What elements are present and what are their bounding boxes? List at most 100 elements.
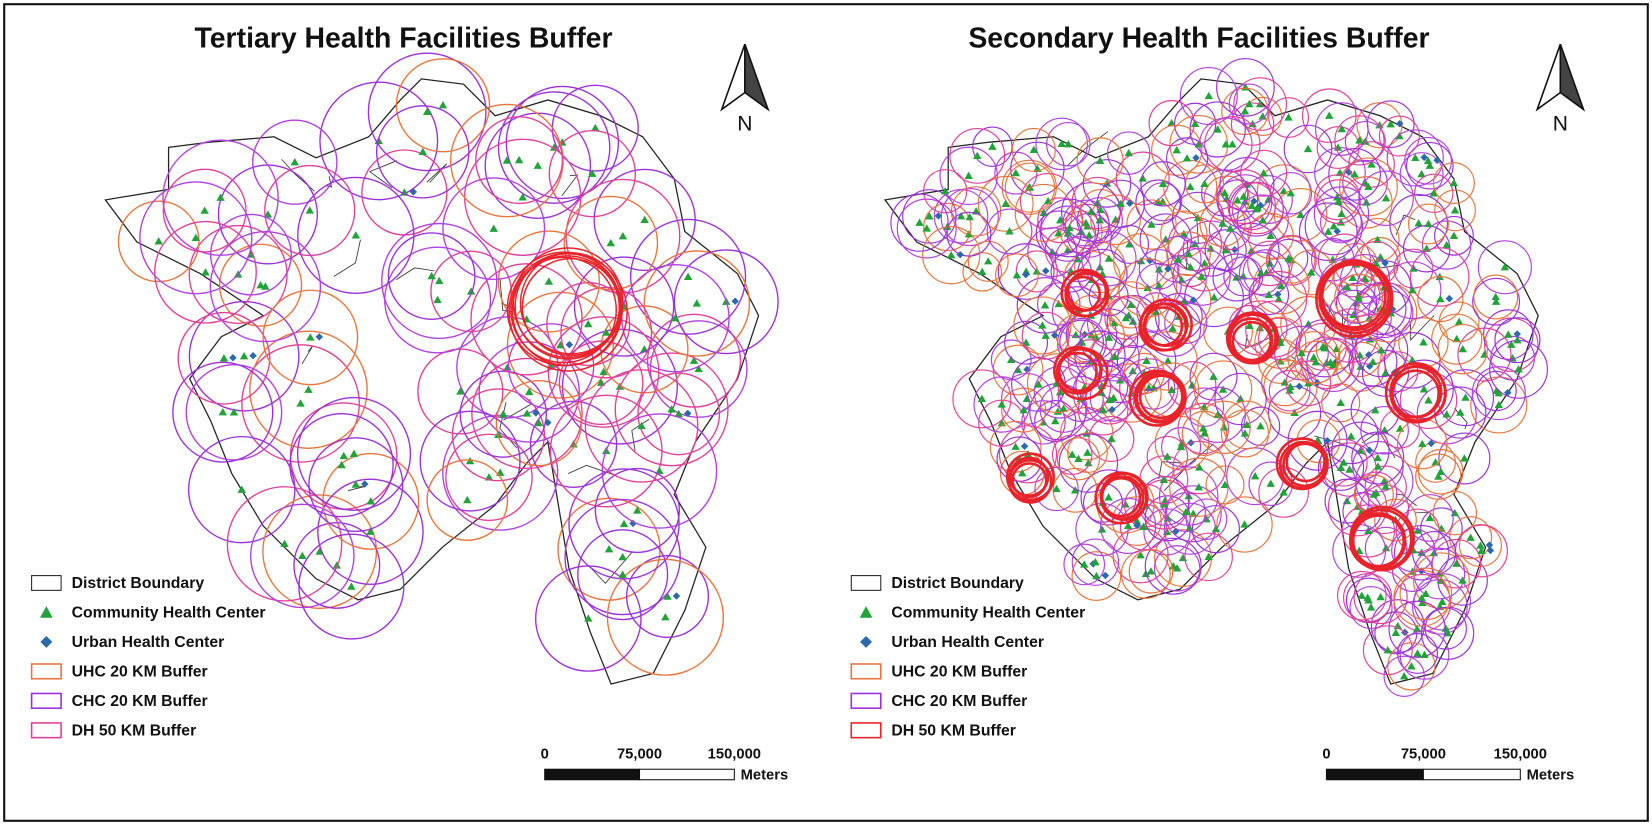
buffer-ring xyxy=(546,282,631,367)
buffer-ring xyxy=(1399,152,1444,197)
chc-point xyxy=(1228,140,1237,148)
buffer-ring xyxy=(1203,306,1253,357)
district-line xyxy=(426,163,448,183)
legend-symbol xyxy=(850,692,882,709)
chc-point xyxy=(1279,488,1288,496)
buffer-ring xyxy=(1313,186,1370,242)
buffer-ring xyxy=(1354,282,1407,336)
buffer-ring xyxy=(995,253,1039,298)
buffer-ring xyxy=(1394,359,1454,420)
chc-point xyxy=(503,363,512,371)
buffer-ring xyxy=(1432,162,1475,205)
chc-point xyxy=(1179,229,1189,238)
chc-point xyxy=(1386,119,1395,128)
chc-point xyxy=(1104,333,1114,341)
buffer-ring xyxy=(1208,206,1252,251)
buffer-ring xyxy=(1247,240,1293,287)
dh-buffer xyxy=(1094,471,1148,525)
uhc-point xyxy=(672,592,681,600)
chc-point xyxy=(514,155,524,164)
chc-point xyxy=(351,231,361,239)
chc-point xyxy=(337,460,346,469)
buffer-ring xyxy=(1056,437,1101,481)
buffer-ring xyxy=(1140,161,1186,207)
buffer-ring xyxy=(1317,444,1365,491)
buffer-ring xyxy=(308,437,404,533)
chc-point xyxy=(1259,169,1268,177)
chc-point xyxy=(229,408,239,416)
chc-point xyxy=(978,267,987,276)
district-line xyxy=(1370,254,1399,269)
buffer-ring xyxy=(548,130,637,218)
buffer-ring xyxy=(1421,220,1472,270)
chc-point xyxy=(1092,571,1101,580)
chc-point xyxy=(1132,516,1142,525)
buffer-ring xyxy=(1146,435,1189,478)
chc-point xyxy=(438,101,448,109)
legend-label: UHC 20 KM Buffer xyxy=(891,664,1027,681)
buffer-ring xyxy=(451,388,546,482)
chc-point xyxy=(1420,650,1429,659)
buffer-ring xyxy=(471,357,583,470)
buffer-ring xyxy=(1414,173,1454,214)
chc-point xyxy=(1105,395,1115,404)
buffer-ring xyxy=(1189,352,1238,401)
buffer-ring xyxy=(1306,337,1361,392)
dh-buffer xyxy=(1384,362,1447,424)
chc-point xyxy=(1055,216,1065,224)
chc-point xyxy=(1376,592,1385,601)
chc-point xyxy=(1051,416,1060,425)
chc-point xyxy=(1423,156,1433,164)
buffer-ring xyxy=(923,169,968,214)
buffer-ring xyxy=(1383,655,1425,697)
chc-point xyxy=(1154,281,1164,289)
buffer-ring xyxy=(573,256,675,357)
buffer-ring xyxy=(1386,129,1444,187)
chc-point xyxy=(1091,557,1100,566)
buffer-ring xyxy=(1004,320,1049,365)
chc-point xyxy=(1507,340,1516,348)
buffer-ring xyxy=(890,193,949,252)
buffer-ring xyxy=(1358,170,1414,226)
buffer-ring xyxy=(997,243,1055,300)
chc-point xyxy=(1055,388,1065,396)
chc-point xyxy=(1136,551,1145,559)
buffer-ring xyxy=(1231,182,1284,235)
dh-buffer xyxy=(1011,462,1048,499)
buffer-ring xyxy=(1021,311,1070,360)
buffer-ring xyxy=(1154,235,1202,283)
chc-point xyxy=(1456,408,1465,416)
chc-point xyxy=(427,271,436,280)
chc-point xyxy=(1346,432,1356,440)
buffer-ring xyxy=(507,323,595,410)
chc-point xyxy=(1041,331,1050,339)
legend-symbol xyxy=(30,663,62,680)
uhc-point xyxy=(1485,541,1494,549)
chc-point xyxy=(1258,112,1267,120)
legend-symbol xyxy=(30,692,62,709)
dh-buffer xyxy=(512,247,624,359)
buffer-ring xyxy=(558,340,644,426)
buffer-ring xyxy=(505,85,620,200)
chc-point xyxy=(1356,446,1365,454)
buffer-ring xyxy=(1059,319,1104,365)
chc-point xyxy=(1258,216,1267,224)
buffer-ring xyxy=(1061,182,1121,242)
scale-label: 0 xyxy=(1322,747,1330,763)
district-line xyxy=(1410,315,1435,342)
buffer-ring xyxy=(218,243,303,327)
chc-point xyxy=(1296,210,1305,218)
buffer-ring xyxy=(264,164,356,257)
chc-point xyxy=(216,193,225,201)
chc-point xyxy=(1355,351,1365,359)
chc-point xyxy=(618,232,628,240)
buffer-ring xyxy=(1395,508,1440,553)
chc-point xyxy=(1168,324,1177,332)
buffer-ring xyxy=(1040,198,1100,258)
chc-point xyxy=(1370,406,1380,414)
chc-point xyxy=(1329,360,1338,368)
chc-point xyxy=(997,400,1006,408)
chc-point xyxy=(1458,344,1467,353)
chc-point xyxy=(306,333,315,341)
buffer-ring xyxy=(1167,361,1217,410)
